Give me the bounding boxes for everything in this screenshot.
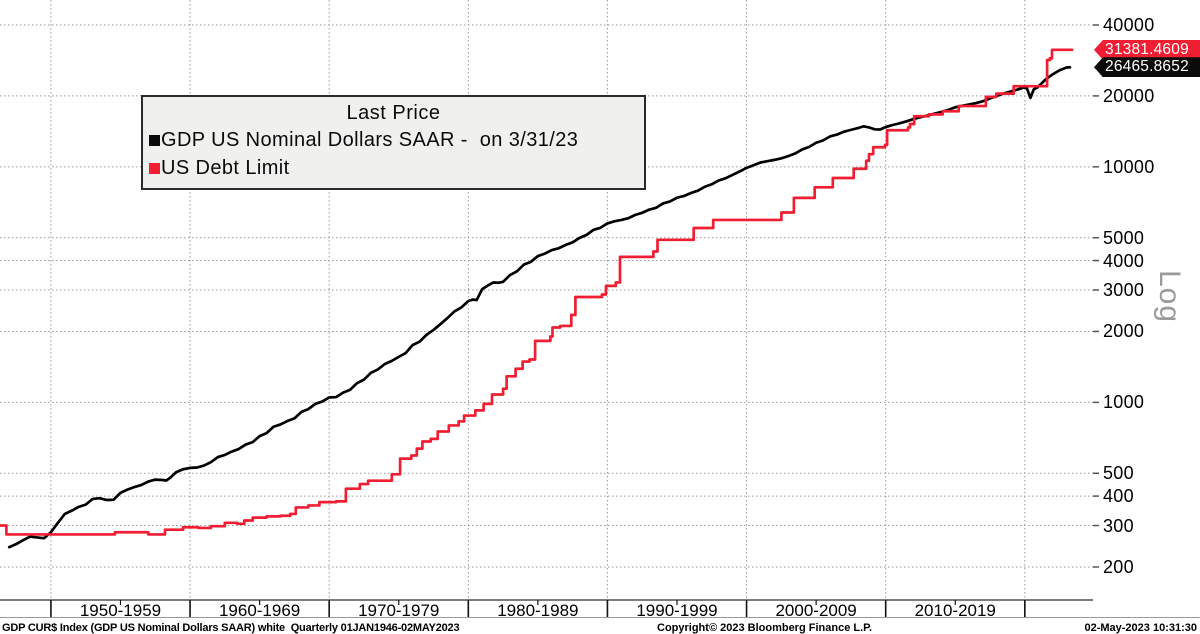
y-axis-tick-label: 1000	[1103, 392, 1145, 413]
y-axis-tick-label: 2000	[1103, 321, 1145, 342]
y-axis-tick-label: 200	[1103, 557, 1134, 577]
x-axis-decade-label: 2000-2009	[775, 601, 857, 620]
x-axis-decade-label: 2010-2019	[914, 601, 996, 620]
y-axis-tick-label: 20000	[1103, 85, 1155, 106]
y-axis-tick-label: 500	[1103, 463, 1134, 484]
legend-label-gdp: GDP US Nominal Dollars SAAR - on 3/31/23	[161, 129, 579, 151]
legend-label-debt-limit: US Debt Limit	[161, 157, 290, 179]
series-line-us-debt-limit	[0, 48, 1074, 536]
legend-swatch-debt-limit-icon	[149, 163, 160, 174]
legend-entry-debt-limit: US Debt Limit	[149, 156, 644, 181]
x-axis-decade-label: 1970-1979	[358, 601, 440, 620]
series-line-gdp-us-nominal-dollars-saar	[7, 65, 1072, 549]
chart-legend: Last Price GDP US Nominal Dollars SAAR -…	[141, 95, 646, 190]
last-price-tag-gdp: 26465.8652	[1094, 57, 1200, 78]
x-axis-decade-label: 1960-1969	[218, 601, 301, 620]
status-bar: GDP CUR$ Index (GDP US Nominal Dollars S…	[0, 620, 1200, 634]
x-axis-decade-label: 1990-1999	[636, 601, 718, 620]
y-axis-tick-label: 5000	[1103, 227, 1145, 248]
y-axis-tick-label: 4000	[1103, 250, 1145, 271]
last-price-tag-us-debt-limit: 31381.4609	[1094, 39, 1200, 60]
y-axis-tick-label: 400	[1103, 486, 1134, 507]
legend-swatch-gdp-icon	[149, 135, 160, 146]
y-axis-tick-label: 300	[1103, 515, 1134, 536]
legend-entry-gdp: GDP US Nominal Dollars SAAR - on 3/31/23	[149, 128, 644, 153]
y-axis-tick-label: 10000	[1103, 156, 1155, 177]
copyright-notice: Copyright© 2023 Bloomberg Finance L.P.	[657, 622, 873, 634]
legend-title: Last Price	[346, 102, 441, 124]
security-description: GDP CUR$ Index (GDP US Nominal Dollars S…	[2, 622, 460, 634]
y-axis-tick-label: 40000	[1103, 15, 1155, 35]
x-axis-decade-label: 1980-1989	[497, 601, 579, 620]
x-axis-decade-label: 1950-1959	[79, 601, 162, 620]
chart-timestamp: 02-May-2023 10:31:30	[1084, 622, 1197, 634]
y-axis-scale-label: Log	[1153, 270, 1186, 324]
y-axis-tick-label: 3000	[1103, 279, 1145, 300]
